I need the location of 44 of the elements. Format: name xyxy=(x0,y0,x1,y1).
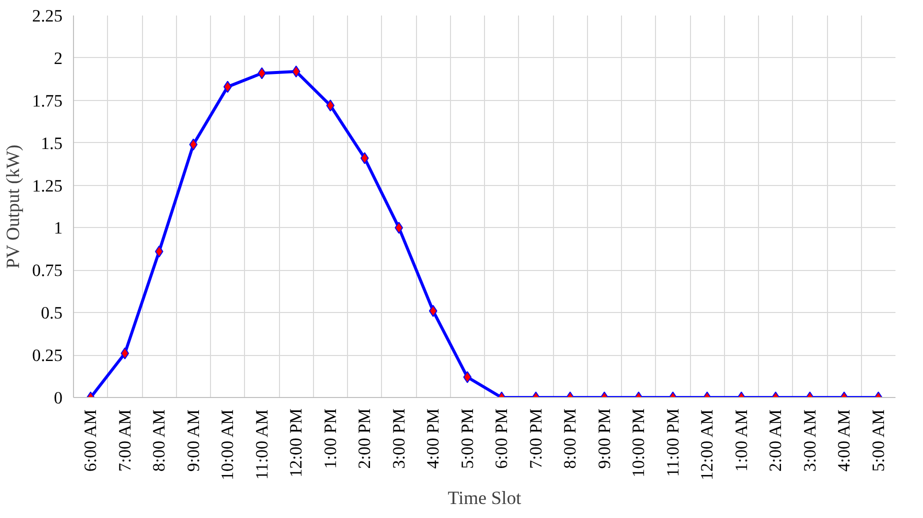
x-tick-label: 9:00 PM xyxy=(594,408,614,469)
point xyxy=(154,245,164,258)
x-tick-label: 11:00 AM xyxy=(252,409,272,480)
point xyxy=(394,222,404,234)
y-tick-label: 1.5 xyxy=(40,134,63,153)
x-tick-label: 6:00 PM xyxy=(492,408,512,469)
x-tick-label: 4:00 PM xyxy=(424,408,443,469)
x-tick-label: 1:00 PM xyxy=(320,408,340,469)
point xyxy=(258,67,266,80)
x-tick-label: 10:00 PM xyxy=(629,408,648,478)
x-axis-title: Time Slot xyxy=(448,488,522,510)
x-tick-label: 11:00 PM xyxy=(663,408,682,477)
x-tick-label: 8:00 AM xyxy=(150,409,169,472)
point xyxy=(360,152,369,164)
y-tick-label: 1.25 xyxy=(32,176,63,196)
point xyxy=(223,80,232,93)
x-tick-label: 7:00 AM xyxy=(115,409,134,472)
y-tick-label: 0.5 xyxy=(40,304,63,323)
x-tick-label: 12:00 AM xyxy=(698,409,717,480)
point xyxy=(292,66,300,78)
x-tick-label: 8:00 PM xyxy=(560,408,580,469)
point xyxy=(326,99,335,112)
x-tick-label: 2:00 PM xyxy=(355,408,374,469)
y-tick-label: 1 xyxy=(54,218,63,238)
x-tick-label: 12:00 PM xyxy=(286,408,306,478)
x-tick-label: 5:00 AM xyxy=(868,409,888,472)
x-tick-label: 4:00 AM xyxy=(834,409,854,472)
x-tick-label: 10:00 AM xyxy=(218,409,238,480)
y-tick-label: 0.75 xyxy=(32,261,63,280)
x-tick-label: 5:00 PM xyxy=(458,408,477,469)
y-tick-label: 1.75 xyxy=(32,91,63,110)
y-tick-label: 0 xyxy=(54,388,63,408)
y-tick-label: 2.25 xyxy=(32,6,63,26)
x-tick-label: 1:00 AM xyxy=(732,409,751,472)
y-tick-label: 0.25 xyxy=(32,346,63,366)
point xyxy=(189,138,198,151)
x-tick-label: 7:00 PM xyxy=(526,408,546,469)
x-tick-label: 3:00 AM xyxy=(800,409,820,472)
y-axis-title: PV Output (kW) xyxy=(3,144,24,269)
x-tick-label: 9:00 AM xyxy=(184,409,203,472)
y-tick-label: 2 xyxy=(54,48,63,68)
x-tick-label: 6:00 AM xyxy=(81,409,100,472)
x-tick-label: 2:00 AM xyxy=(766,409,786,472)
x-tick-label: 3:00 PM xyxy=(389,408,408,469)
